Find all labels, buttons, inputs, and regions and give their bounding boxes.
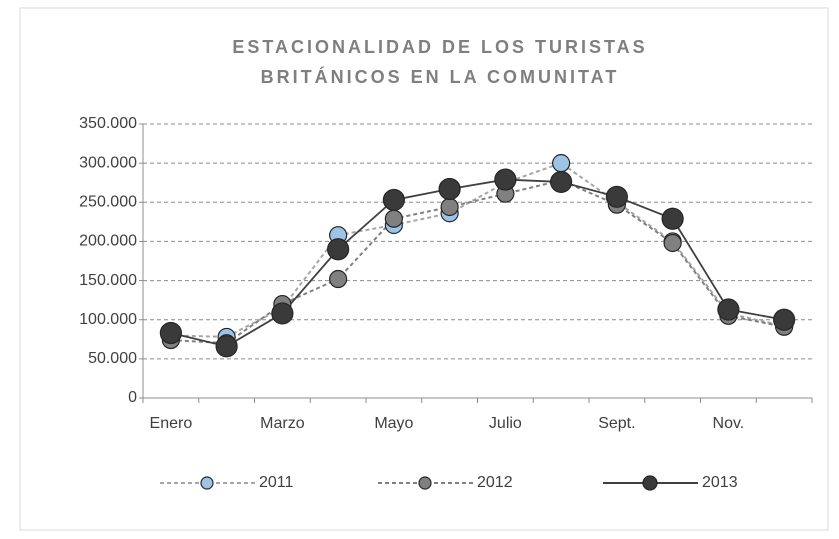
series-marker xyxy=(329,269,348,289)
series-marker xyxy=(550,170,573,194)
chart-title: ESTACIONALIDAD DE LOS TURISTAS xyxy=(232,37,647,57)
series-marker xyxy=(717,298,740,321)
series-marker xyxy=(552,154,571,173)
series-marker xyxy=(494,168,517,191)
series-marker xyxy=(327,238,350,261)
series-marker xyxy=(663,233,682,253)
y-tick-label: 200.000 xyxy=(79,233,137,250)
y-tick-label: 50.000 xyxy=(88,350,137,367)
y-tick-label: 150.000 xyxy=(79,272,137,289)
legend-label: 2013 xyxy=(702,474,738,491)
x-tick-label: Nov. xyxy=(713,415,745,432)
legend-label: 2012 xyxy=(477,474,513,491)
y-tick-label: 0 xyxy=(128,389,137,406)
series-marker xyxy=(215,335,238,358)
series-marker xyxy=(384,209,403,228)
x-tick-label: Enero xyxy=(150,415,193,432)
series-marker xyxy=(661,207,684,230)
y-tick-label: 300.000 xyxy=(79,154,137,171)
series-marker xyxy=(440,197,459,217)
legend-marker xyxy=(200,476,214,490)
x-tick-label: Mayo xyxy=(374,415,413,432)
legend-label: 2011 xyxy=(259,474,294,491)
x-tick-label: Sept. xyxy=(598,415,635,432)
x-tick-label: Julio xyxy=(489,415,522,432)
series-marker xyxy=(438,177,461,201)
y-tick-label: 350.000 xyxy=(79,115,137,132)
series-marker xyxy=(773,308,796,331)
series-marker xyxy=(159,321,182,345)
legend-marker xyxy=(642,475,658,491)
y-tick-label: 250.000 xyxy=(79,194,137,211)
series-marker xyxy=(605,185,628,208)
chart-title: BRITÁNICOS EN LA COMUNITAT xyxy=(261,66,620,87)
y-tick-label: 100.000 xyxy=(79,311,137,328)
series-marker xyxy=(271,302,294,325)
x-tick-label: Marzo xyxy=(260,415,305,432)
series-marker xyxy=(382,188,405,212)
legend-marker xyxy=(418,476,432,490)
